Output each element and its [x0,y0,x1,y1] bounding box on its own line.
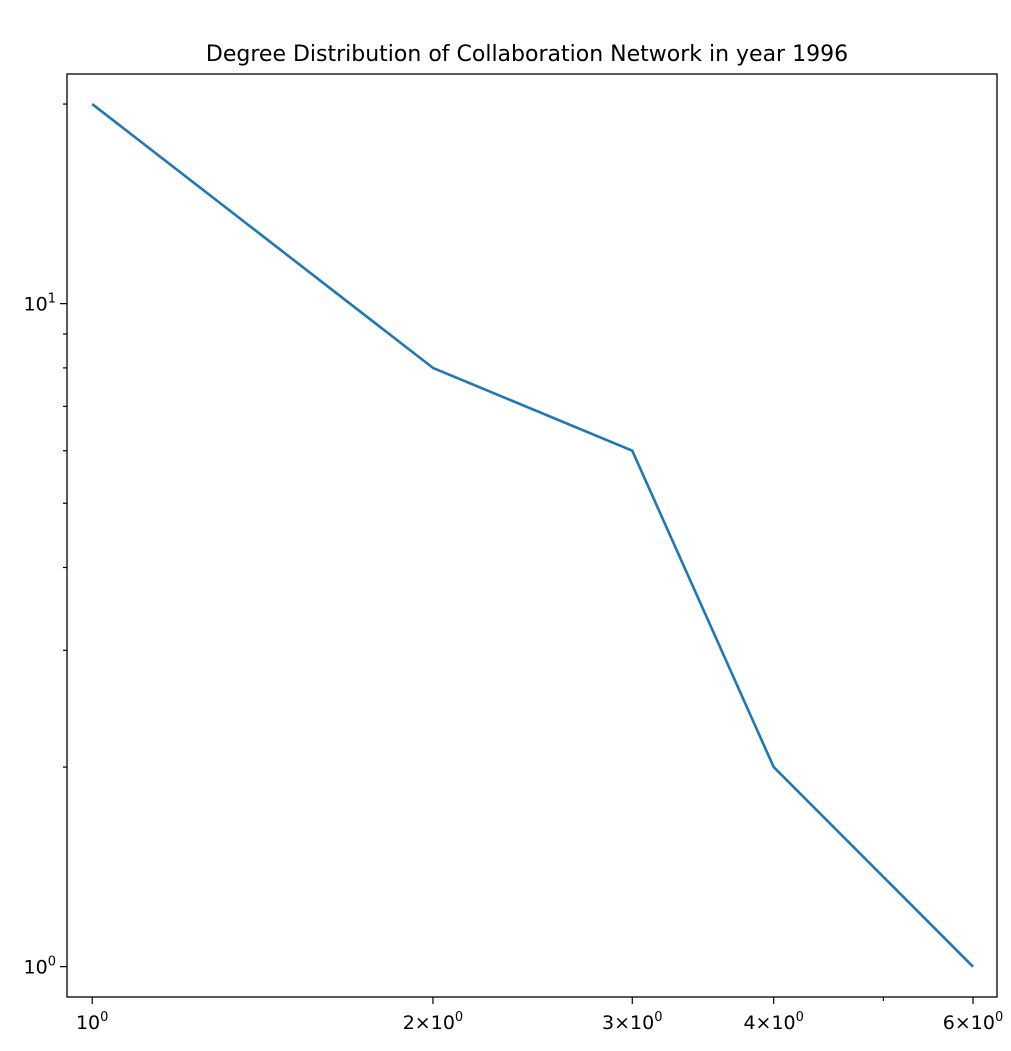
x-tick-label: 100 [76,1010,108,1034]
axes-frame [66,73,998,998]
series-layer [91,103,974,968]
x-tick-label: 2×100 [403,1010,463,1034]
series-line [91,103,974,968]
y-tick-label: 101 [24,292,56,316]
tick-layer: 100 2×100 3×100 4×100 6×100 100 101 [24,103,1003,1034]
x-tick-label: 3×100 [602,1010,662,1034]
x-tick-label: 4×100 [743,1010,803,1034]
x-tick-label: 6×100 [943,1010,1003,1034]
chart-title: Degree Distribution of Collaboration Net… [206,42,848,67]
y-tick-label: 100 [24,955,56,979]
